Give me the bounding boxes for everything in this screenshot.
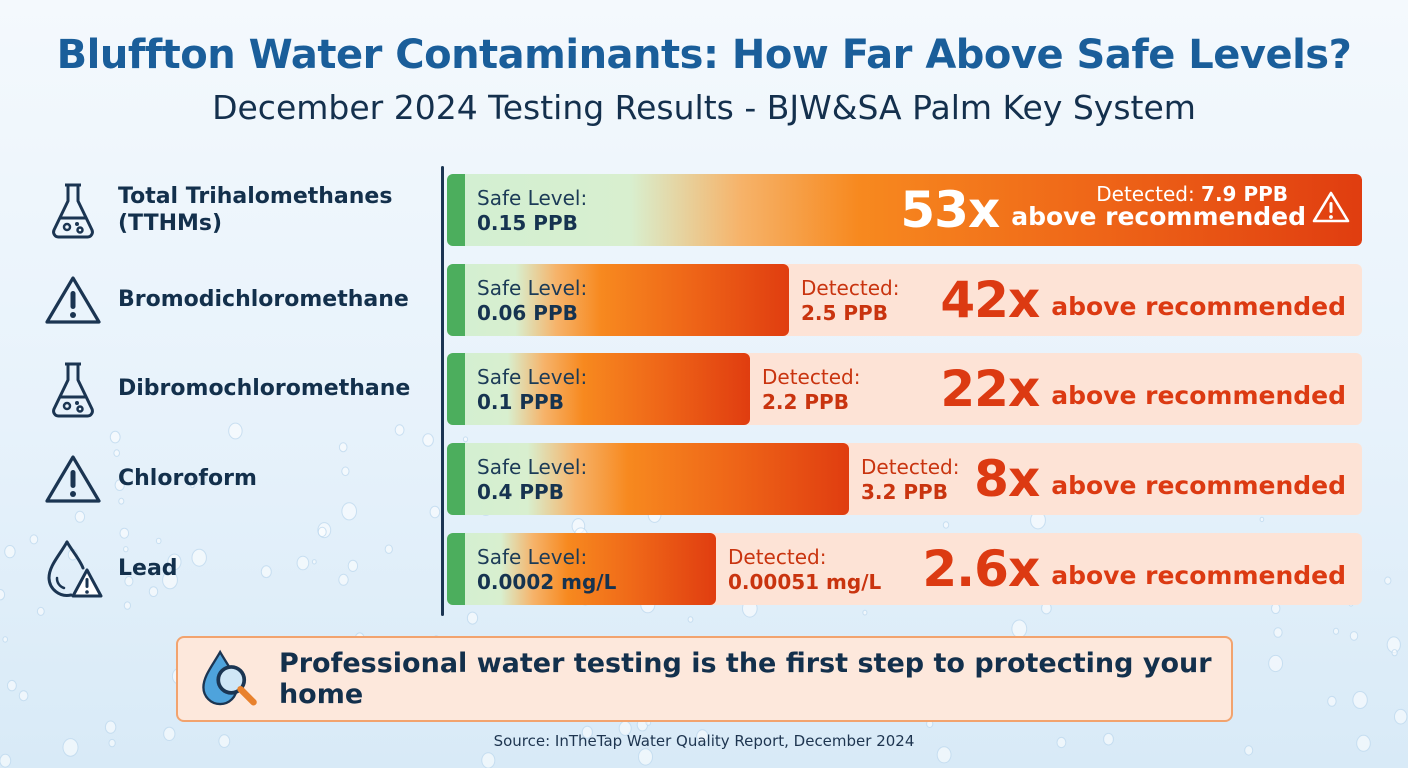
bar-track: Safe Level: 0.06 PPB Detected: 2.5 PPB 42x a…: [447, 264, 1362, 336]
multiplier-suffix: above recommended: [1011, 201, 1306, 231]
bar-track: Safe Level: 0.15 PPB Detected: 7.9 PPB 53x…: [447, 174, 1362, 246]
water-drop-warning-icon: [42, 538, 104, 600]
category-label-row: Bromodichloromethane: [42, 264, 442, 336]
safe-level-value: 0.15 PPB: [477, 211, 578, 235]
multiplier-suffix: above recommended: [1051, 470, 1346, 500]
multiplier-value: 53x: [900, 181, 1000, 239]
warning-icon: [42, 269, 104, 331]
detected-label: Detected: 0.00051 mg/L: [728, 545, 882, 594]
multiplier-label: 42x above recommended: [940, 264, 1346, 336]
detected-label: Detected: 7.9 PPB: [1096, 182, 1288, 206]
detected-value: 0.00051 mg/L: [728, 570, 882, 594]
contaminant-bar: [447, 353, 750, 425]
multiplier-value: 2.6x: [922, 540, 1040, 598]
multiplier-suffix: above recommended: [1051, 380, 1346, 410]
multiplier-suffix: above recommended: [1051, 560, 1346, 590]
page-title: Bluffton Water Contaminants: How Far Abo…: [56, 32, 1352, 78]
category-label-row: Total Trihalomethanes (TTHMs): [42, 174, 442, 246]
multiplier-suffix: above recommended: [1051, 291, 1346, 321]
safe-level-marker: [447, 353, 465, 425]
page-subtitle: December 2024 Testing Results - BJW&SA P…: [212, 88, 1196, 127]
category-label-row: Dibromochloromethane: [42, 353, 442, 425]
bar-track: Safe Level: 0.4 PPB Detected: 3.2 PPB 8x abo…: [447, 443, 1362, 515]
safe-level-label: Safe Level: 0.1 PPB: [477, 365, 588, 414]
category-label: Chloroform: [118, 466, 257, 492]
safe-level-label: Safe Level: 0.4 PPB: [477, 455, 588, 504]
source-note: Source: InTheTap Water Quality Report, D…: [493, 732, 915, 750]
warning-icon: [1312, 191, 1350, 223]
detected-value: 2.2 PPB: [762, 390, 849, 414]
detected-value: 7.9 PPB: [1201, 182, 1288, 206]
flask-icon: [42, 358, 104, 420]
safe-level-marker: [447, 264, 465, 336]
detected-label: Detected: 2.2 PPB: [762, 365, 861, 414]
multiplier-value: 8x: [974, 450, 1040, 508]
multiplier-label: 53x above recommended: [900, 174, 1306, 246]
safe-level-value: 0.4 PPB: [477, 480, 564, 504]
detected-value: 3.2 PPB: [861, 480, 948, 504]
contaminant-bar: [447, 533, 716, 605]
safe-level-marker: [447, 174, 465, 246]
multiplier-label: 2.6x above recommended: [922, 533, 1346, 605]
detected-label: Detected: 2.5 PPB: [801, 276, 900, 325]
safe-level-label: Safe Level: 0.06 PPB: [477, 276, 588, 325]
safe-level-value: 0.06 PPB: [477, 301, 578, 325]
multiplier-value: 22x: [940, 360, 1040, 418]
warning-icon: [42, 448, 104, 510]
safe-level-label: Safe Level: 0.0002 mg/L: [477, 545, 617, 594]
safe-level-label: Safe Level: 0.15 PPB: [477, 186, 588, 235]
safe-level-value: 0.1 PPB: [477, 390, 564, 414]
multiplier-label: 8x above recommended: [974, 443, 1346, 515]
contaminant-bar: [447, 264, 789, 336]
contaminant-bar: [447, 443, 849, 515]
category-label: Total Trihalomethanes (TTHMs): [118, 183, 393, 237]
cta-text: Professional water testing is the first …: [278, 648, 1212, 710]
category-axis-line: [441, 166, 444, 616]
category-label: Dibromochloromethane: [118, 376, 411, 402]
detected-value: 2.5 PPB: [801, 301, 888, 325]
safe-level-marker: [447, 443, 465, 515]
multiplier-value: 42x: [940, 271, 1040, 329]
bar-track: Safe Level: 0.1 PPB Detected: 2.2 PPB 22x ab…: [447, 353, 1362, 425]
detected-label: Detected: 3.2 PPB: [861, 455, 960, 504]
category-label: Lead: [118, 556, 178, 582]
category-label-row: Chloroform: [42, 443, 442, 515]
flask-icon: [42, 179, 104, 241]
magnifier-water-drop-icon: [202, 649, 257, 706]
bar-track: Safe Level: 0.0002 mg/L Detected: 0.00051 m…: [447, 533, 1362, 605]
multiplier-label: 22x above recommended: [940, 353, 1346, 425]
safe-level-value: 0.0002 mg/L: [477, 570, 617, 594]
category-label: Bromodichloromethane: [118, 287, 409, 313]
category-label-row: Lead: [42, 533, 442, 605]
cta-banner: Professional water testing is the first …: [176, 636, 1233, 722]
safe-level-marker: [447, 533, 465, 605]
contaminant-bar: [447, 174, 1362, 246]
